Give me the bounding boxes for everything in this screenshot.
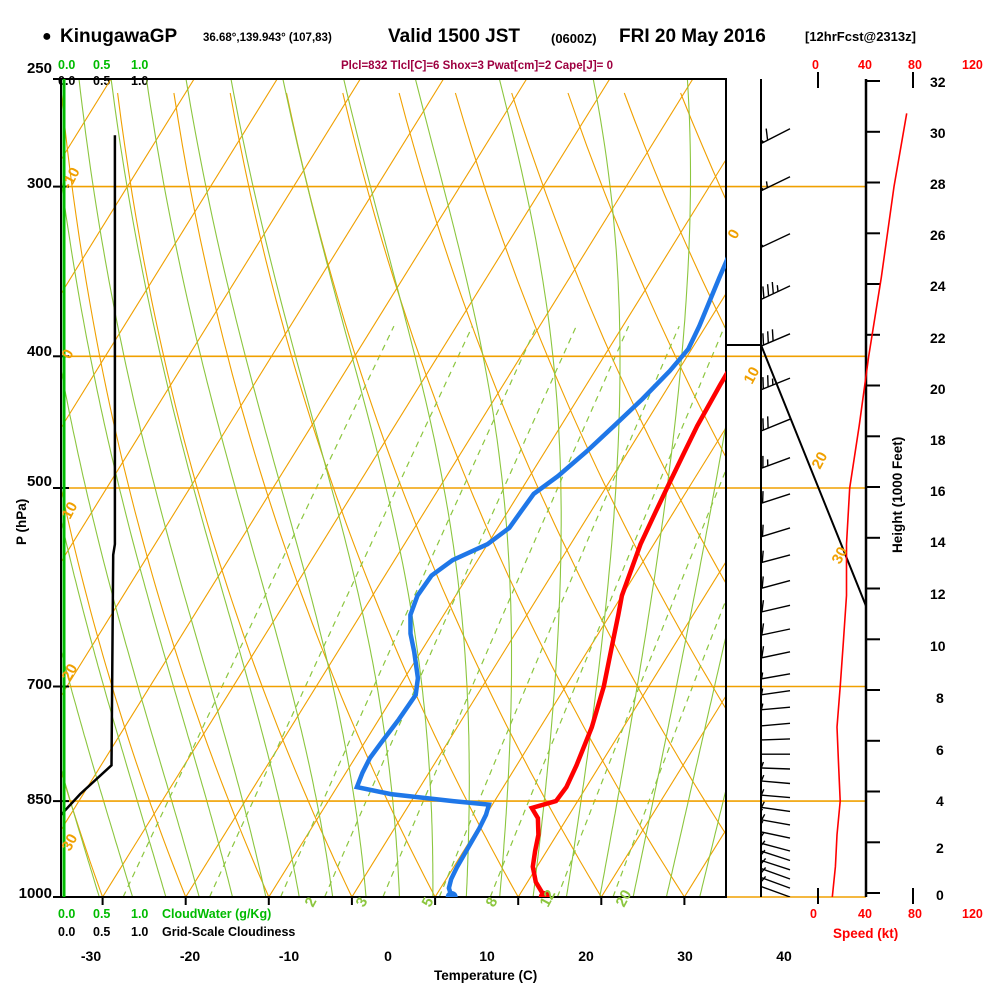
stability-indices: Plcl=832 Tlcl[C]=6 Shox=3 Pwat[cm]=2 Cap… (341, 60, 613, 72)
height-tick-28: 28 (930, 176, 946, 192)
valid-date: FRI 20 May 2016 (619, 26, 766, 47)
cloudwater-bottom-tick-1: 0.5 (93, 907, 111, 921)
cloudwater-top-tick-0: 0.0 (58, 58, 76, 72)
speed-axis-label: Speed (kt) (833, 926, 899, 941)
svg-text:30: 30 (59, 831, 82, 854)
temperature-axis-ticks (101, 897, 686, 905)
pressure-tick-1000: 1000 (18, 885, 52, 902)
valid-time-z: (0600Z) (551, 31, 597, 46)
cloudwater-bottom-tick-2: 1.0 (131, 907, 149, 921)
station-coords: 36.68°,139.943° (107,83) (203, 32, 332, 44)
pressure-tick-400: 400 (26, 343, 52, 360)
wind-barbs (761, 128, 791, 897)
temp-tick-10: 10 (479, 948, 495, 964)
dewpoint-curve (353, 256, 726, 897)
svg-text:10: 10 (59, 499, 82, 522)
svg-text:20: 20 (613, 887, 636, 910)
height-tick-12: 12 (930, 586, 946, 602)
isobar-lines (61, 185, 866, 898)
cloudwater-bottom-tick-0: 0.0 (58, 907, 76, 921)
height-tick-18: 18 (930, 432, 946, 448)
cloudiness-top-tick-2: 1.0 (131, 74, 149, 88)
speed-top-tick-0: 0 (812, 58, 819, 72)
mixing-ratio-lines (122, 325, 726, 897)
temp-tick-m10: -10 (278, 948, 300, 964)
height-tick-4: 4 (936, 793, 944, 809)
height-axis-ticks (866, 80, 880, 894)
height-tick-24: 24 (930, 278, 946, 294)
moist-adiabat-lines (61, 79, 726, 897)
height-tick-8: 8 (936, 690, 944, 706)
cloudiness-bottom-tick-2: 1.0 (131, 925, 149, 939)
cloudiness-axis-label: Grid-Scale Cloudiness (162, 925, 296, 939)
svg-text:12: 12 (537, 887, 560, 910)
cloudiness-bottom-tick-0: 0.0 (58, 925, 76, 939)
temp-tick-0: 0 (384, 948, 392, 964)
height-tick-22: 22 (930, 330, 946, 346)
cloudwater-axis-label: CloudWater (g/Kg) (162, 907, 272, 921)
speed-bottom-tick-3: 120 (962, 907, 983, 921)
temp-tick-20: 20 (578, 948, 594, 964)
height-tick-2: 2 (936, 840, 944, 856)
cloudiness-top-tick-0: 0.0 (58, 74, 76, 88)
height-tick-26: 26 (930, 227, 946, 243)
svg-text:10: 10 (741, 364, 764, 387)
pressure-tick-850: 850 (26, 791, 52, 808)
svg-text:20: 20 (809, 449, 832, 472)
cloudwater-top-tick-2: 1.0 (131, 58, 149, 72)
height-tick-32: 32 (930, 74, 946, 90)
pressure-tick-300: 300 (26, 175, 52, 192)
cloudiness-curve (60, 135, 117, 816)
speed-bottom-tick-2: 80 (908, 907, 922, 921)
height-tick-14: 14 (930, 534, 946, 550)
temperature-curve (528, 370, 726, 897)
speed-bottom-tick-1: 40 (858, 907, 872, 921)
header-bullet: ● (42, 28, 52, 45)
height-tick-0: 0 (936, 887, 944, 903)
height-tick-6: 6 (936, 742, 944, 758)
svg-text:0: 0 (725, 227, 744, 242)
temperature-axis-label: Temperature (C) (434, 968, 538, 983)
temp-tick-30: 30 (677, 948, 693, 964)
svg-text:20: 20 (59, 661, 82, 684)
cloudiness-top-tick-1: 0.5 (93, 74, 111, 88)
height-tick-20: 20 (930, 381, 946, 397)
pressure-tick-700: 700 (26, 676, 52, 693)
height-tick-16: 16 (930, 483, 946, 499)
svg-text:30: 30 (829, 544, 852, 567)
station-name: KinugawaGP (60, 26, 178, 47)
speed-bottom-tick-0: 0 (810, 907, 817, 921)
pressure-tick-500: 500 (26, 473, 52, 490)
forecast-tag: [12hrFcst@2313z] (805, 29, 916, 44)
temp-tick-m30: -30 (80, 948, 102, 964)
pressure-tick-250: 250 (26, 60, 52, 77)
cloudwater-top-tick-1: 0.5 (93, 58, 111, 72)
wind-speed-curve (831, 113, 908, 897)
valid-time: Valid 1500 JST (388, 26, 521, 47)
cloudiness-bottom-tick-1: 0.5 (93, 925, 111, 939)
height-tick-30: 30 (930, 125, 946, 141)
height-tick-10: 10 (930, 638, 946, 654)
speed-top-tick-3: 120 (962, 58, 983, 72)
temp-tick-40: 40 (776, 948, 792, 964)
temp-tick-m20: -20 (179, 948, 201, 964)
speed-top-tick-1: 40 (858, 58, 872, 72)
speed-top-tick-2: 80 (908, 58, 922, 72)
